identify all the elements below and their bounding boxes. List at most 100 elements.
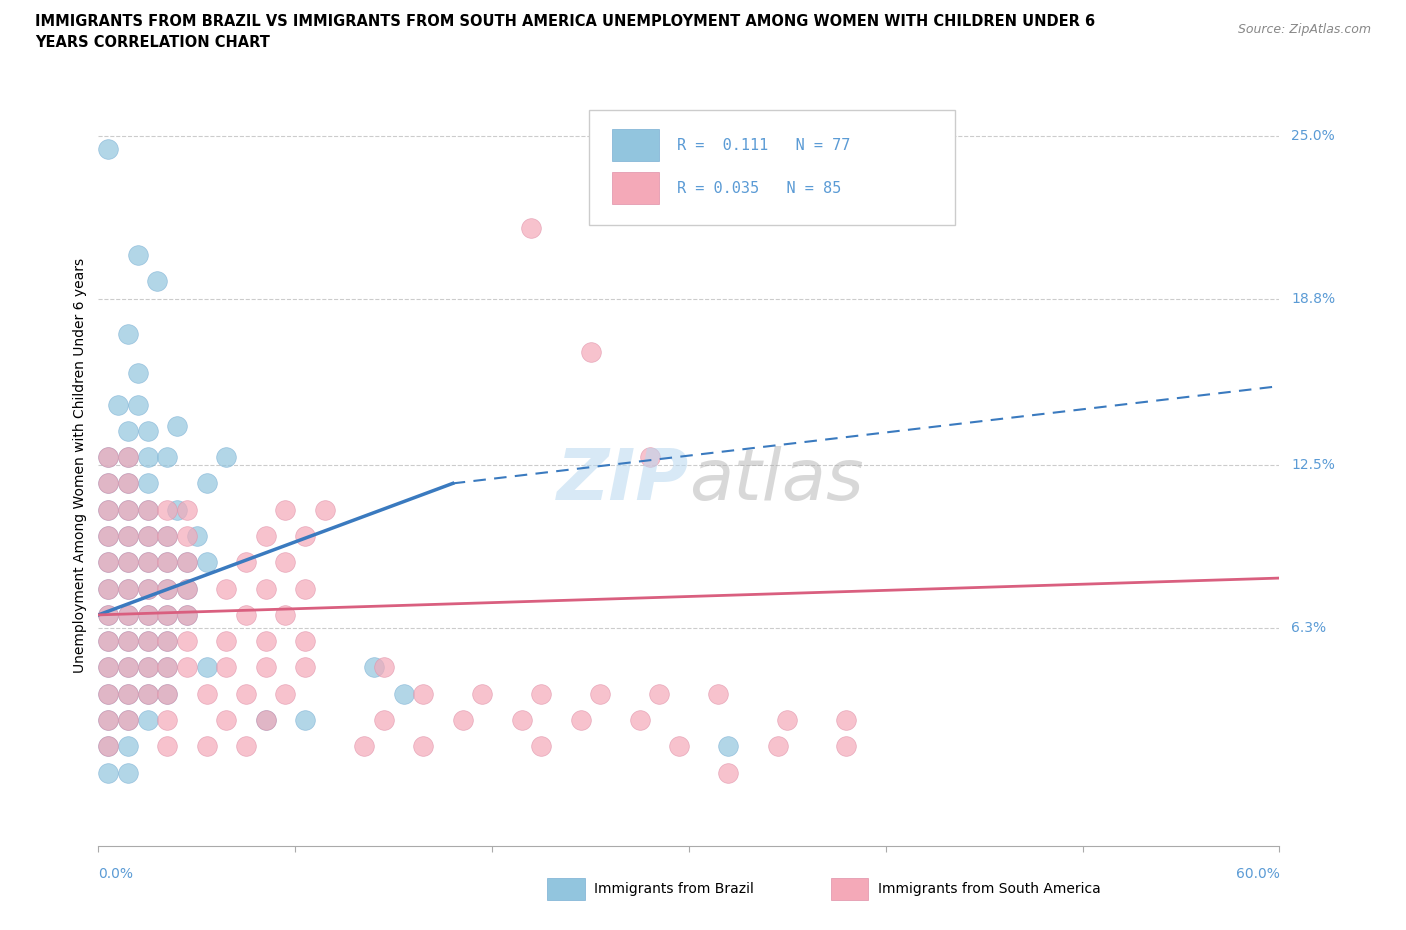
- Point: [176, 607, 198, 622]
- Point: [136, 686, 159, 701]
- Point: [117, 660, 139, 675]
- Point: [274, 555, 297, 570]
- Point: [117, 528, 139, 543]
- Point: [176, 633, 198, 648]
- Point: [156, 450, 179, 465]
- Point: [97, 607, 120, 622]
- Point: [117, 607, 139, 622]
- Point: [530, 739, 553, 754]
- Point: [363, 660, 385, 675]
- Point: [97, 476, 120, 491]
- Point: [97, 660, 120, 675]
- Point: [215, 581, 238, 596]
- Point: [136, 502, 159, 517]
- Point: [156, 581, 179, 596]
- Point: [117, 712, 139, 727]
- Point: [766, 739, 789, 754]
- Point: [136, 423, 159, 438]
- Point: [117, 450, 139, 465]
- Point: [717, 765, 740, 780]
- Point: [117, 555, 139, 570]
- Point: [392, 686, 415, 701]
- Point: [314, 502, 336, 517]
- Point: [136, 581, 159, 596]
- Point: [156, 607, 179, 622]
- Point: [294, 528, 316, 543]
- Point: [97, 712, 120, 727]
- Point: [156, 607, 179, 622]
- Point: [176, 555, 198, 570]
- Point: [638, 450, 661, 465]
- Point: [156, 686, 179, 701]
- Point: [117, 476, 139, 491]
- Point: [117, 450, 139, 465]
- Point: [136, 686, 159, 701]
- Point: [97, 450, 120, 465]
- Point: [117, 423, 139, 438]
- Point: [294, 581, 316, 596]
- Point: [156, 660, 179, 675]
- Text: Immigrants from South America: Immigrants from South America: [877, 882, 1101, 896]
- Point: [97, 581, 120, 596]
- Text: Source: ZipAtlas.com: Source: ZipAtlas.com: [1237, 23, 1371, 36]
- Text: 0.0%: 0.0%: [98, 868, 134, 882]
- Point: [117, 765, 139, 780]
- Point: [136, 528, 159, 543]
- Point: [136, 450, 159, 465]
- Point: [117, 739, 139, 754]
- Point: [156, 712, 179, 727]
- Point: [97, 633, 120, 648]
- Point: [97, 765, 120, 780]
- Point: [97, 581, 120, 596]
- Point: [97, 686, 120, 701]
- Point: [156, 686, 179, 701]
- Point: [235, 555, 257, 570]
- Point: [97, 528, 120, 543]
- Point: [215, 712, 238, 727]
- Text: atlas: atlas: [689, 445, 863, 514]
- Point: [471, 686, 494, 701]
- Point: [776, 712, 799, 727]
- Point: [97, 633, 120, 648]
- Point: [254, 528, 277, 543]
- Point: [166, 418, 188, 433]
- Point: [195, 476, 218, 491]
- Point: [136, 660, 159, 675]
- Point: [97, 450, 120, 465]
- Point: [412, 739, 434, 754]
- Point: [628, 712, 651, 727]
- Point: [97, 476, 120, 491]
- Point: [569, 712, 592, 727]
- Point: [294, 633, 316, 648]
- Point: [195, 686, 218, 701]
- FancyBboxPatch shape: [831, 878, 869, 899]
- Point: [117, 686, 139, 701]
- Point: [156, 528, 179, 543]
- Point: [412, 686, 434, 701]
- Point: [136, 660, 159, 675]
- Point: [97, 660, 120, 675]
- Point: [835, 712, 858, 727]
- Point: [579, 344, 602, 359]
- Point: [136, 712, 159, 727]
- Point: [215, 660, 238, 675]
- Text: YEARS CORRELATION CHART: YEARS CORRELATION CHART: [35, 35, 270, 50]
- Point: [146, 273, 169, 288]
- Point: [117, 607, 139, 622]
- Point: [520, 221, 543, 236]
- Point: [166, 502, 188, 517]
- Text: Immigrants from Brazil: Immigrants from Brazil: [595, 882, 755, 896]
- Point: [235, 607, 257, 622]
- Point: [97, 739, 120, 754]
- Point: [254, 660, 277, 675]
- Point: [451, 712, 474, 727]
- Point: [530, 686, 553, 701]
- Point: [127, 247, 149, 262]
- Point: [373, 660, 395, 675]
- FancyBboxPatch shape: [612, 172, 659, 205]
- Point: [136, 607, 159, 622]
- Point: [117, 581, 139, 596]
- Point: [254, 633, 277, 648]
- Point: [97, 686, 120, 701]
- FancyBboxPatch shape: [547, 878, 585, 899]
